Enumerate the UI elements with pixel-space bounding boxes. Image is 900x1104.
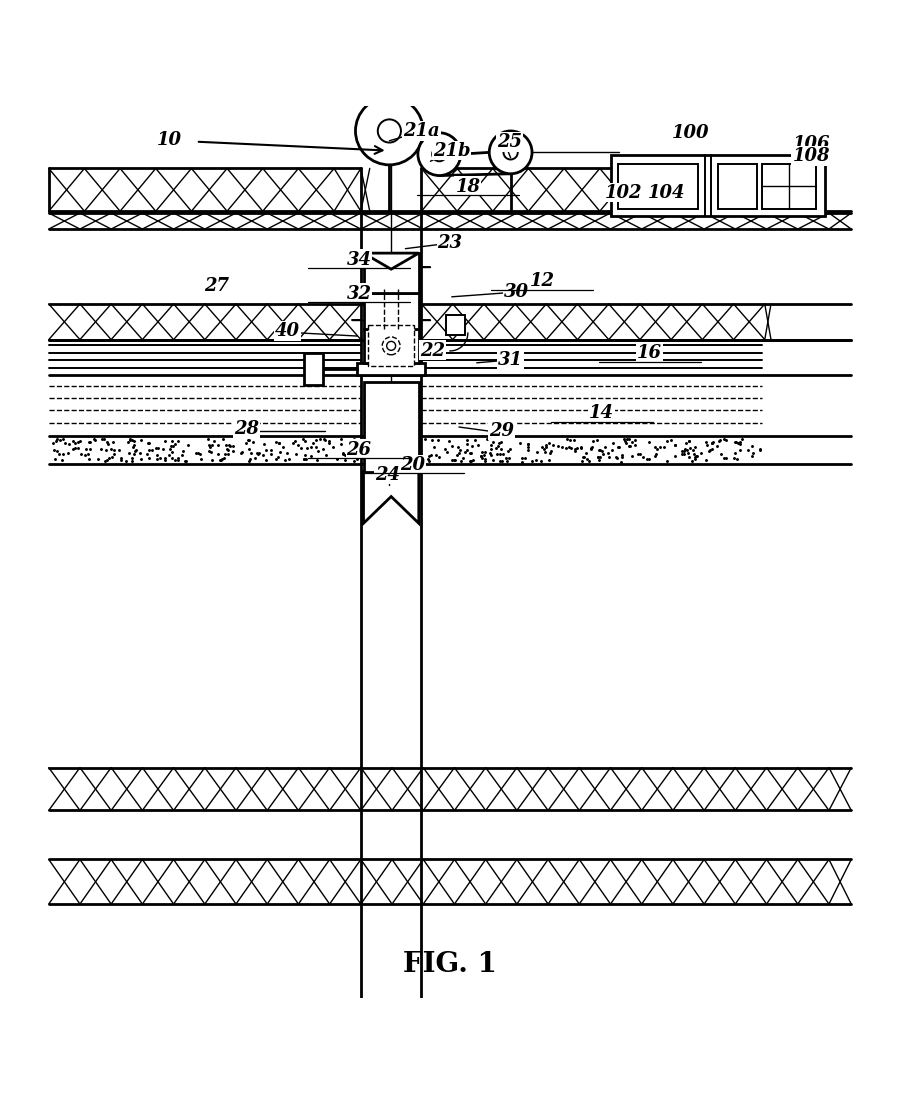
Circle shape bbox=[356, 97, 423, 166]
Text: 108: 108 bbox=[792, 147, 830, 166]
Bar bbox=[717, 164, 757, 209]
Bar bbox=[304, 353, 323, 385]
Text: 40: 40 bbox=[275, 322, 301, 340]
Text: 104: 104 bbox=[648, 183, 686, 202]
Text: 34: 34 bbox=[346, 251, 372, 268]
Polygon shape bbox=[364, 471, 418, 523]
Circle shape bbox=[378, 119, 401, 142]
Bar bbox=[364, 383, 418, 471]
Circle shape bbox=[387, 341, 396, 351]
Circle shape bbox=[418, 134, 461, 176]
Bar bbox=[617, 164, 698, 209]
Text: 22: 22 bbox=[419, 341, 445, 360]
Text: 29: 29 bbox=[490, 422, 514, 439]
Text: 28: 28 bbox=[234, 420, 259, 438]
Circle shape bbox=[432, 147, 446, 161]
Text: 106: 106 bbox=[792, 135, 830, 152]
Bar bbox=[762, 164, 815, 209]
Circle shape bbox=[490, 131, 532, 174]
Bar bbox=[357, 363, 425, 375]
Bar bbox=[364, 254, 418, 294]
Text: 100: 100 bbox=[672, 124, 709, 142]
Text: FIG. 1: FIG. 1 bbox=[403, 951, 497, 977]
Text: 30: 30 bbox=[503, 283, 528, 300]
Text: 102: 102 bbox=[605, 183, 643, 202]
Text: 16: 16 bbox=[637, 344, 662, 362]
Text: 21a: 21a bbox=[403, 123, 440, 140]
Text: 25: 25 bbox=[497, 132, 522, 151]
Text: 20: 20 bbox=[400, 456, 425, 474]
Text: 12: 12 bbox=[529, 272, 554, 290]
Polygon shape bbox=[364, 254, 418, 269]
Text: 31: 31 bbox=[498, 350, 523, 369]
Bar bbox=[446, 316, 465, 336]
Text: 10: 10 bbox=[157, 131, 182, 149]
Bar bbox=[364, 329, 418, 363]
Text: 32: 32 bbox=[346, 285, 372, 302]
Text: 14: 14 bbox=[590, 404, 614, 422]
Text: 23: 23 bbox=[437, 234, 463, 252]
Text: 26: 26 bbox=[346, 440, 372, 458]
Text: 21b: 21b bbox=[433, 142, 471, 160]
Text: 27: 27 bbox=[204, 277, 229, 296]
Bar bbox=[610, 156, 824, 216]
Circle shape bbox=[382, 337, 400, 355]
Text: 24: 24 bbox=[375, 466, 401, 484]
Text: 18: 18 bbox=[455, 178, 481, 195]
Bar bbox=[368, 326, 414, 367]
Circle shape bbox=[503, 146, 517, 160]
Bar bbox=[364, 294, 418, 329]
